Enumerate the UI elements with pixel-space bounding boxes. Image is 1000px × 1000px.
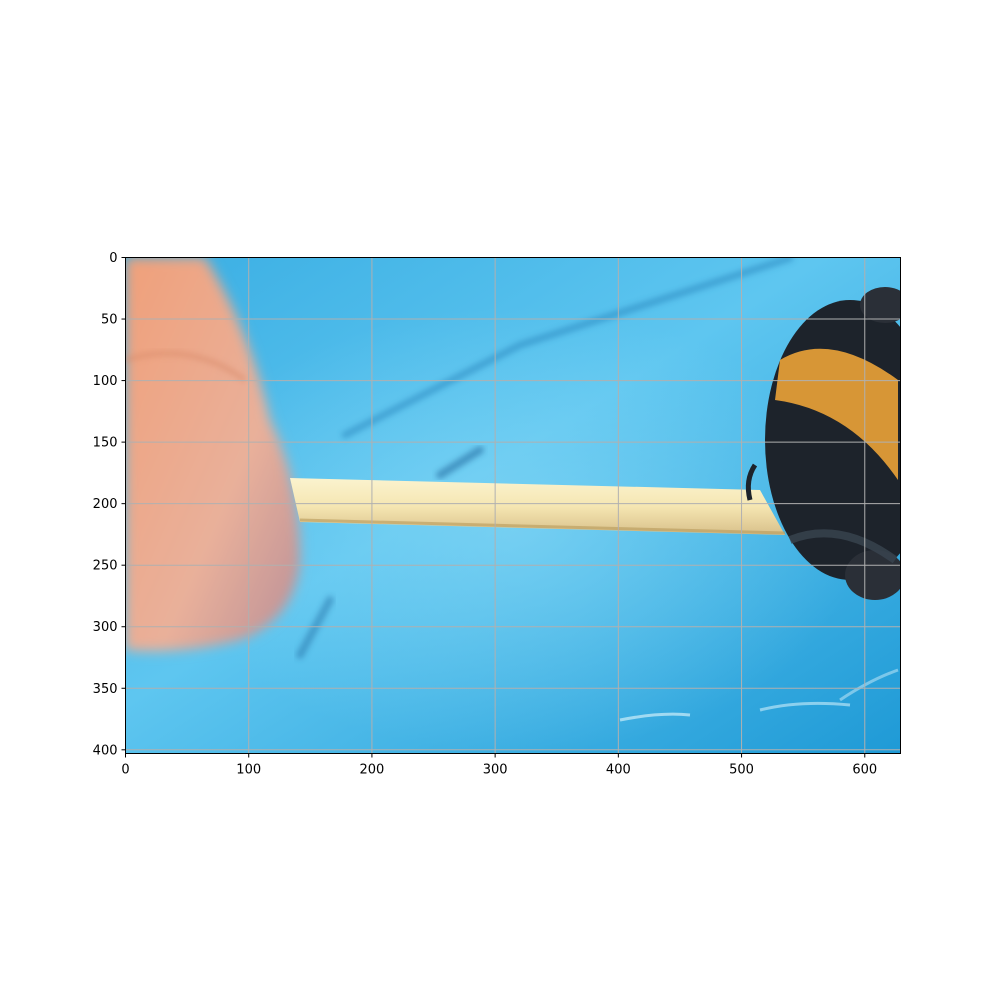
y-tick-label: 100 [93,374,118,389]
y-axis: 0 50 100 150 200 250 300 350 400 [93,251,126,758]
wooden-stick-icon [290,478,785,535]
finger-crease [125,350,247,383]
x-tick-label: 500 [729,763,754,778]
water-ripple-icon [839,668,899,702]
y-tick-label: 50 [101,313,118,328]
grid [125,257,901,754]
y-tick-label: 150 [93,436,118,451]
x-axis: 0 100 200 300 400 500 600 [121,753,877,778]
bumblebee-icon [745,287,900,600]
water-ripple-icon [619,712,691,722]
x-tick-label: 0 [121,763,129,778]
x-tick-label: 600 [852,763,877,778]
y-tick-label: 0 [109,251,117,266]
axes-frame [125,257,901,754]
water-streak-icon [341,257,794,439]
stick-shadow [299,518,786,535]
water-streak-icon [296,596,334,659]
y-tick-label: 200 [93,497,118,512]
y-tick-label: 300 [93,620,118,635]
x-tick-label: 100 [236,763,261,778]
y-tick-label: 350 [93,682,118,697]
water-ripple-icon [759,701,851,712]
water-streak-icon [436,446,484,479]
y-tick-label: 400 [93,743,118,758]
x-tick-label: 400 [606,763,631,778]
x-tick-label: 200 [360,763,385,778]
y-tick-label: 250 [93,559,118,574]
x-tick-label: 300 [483,763,508,778]
photo [125,257,900,753]
